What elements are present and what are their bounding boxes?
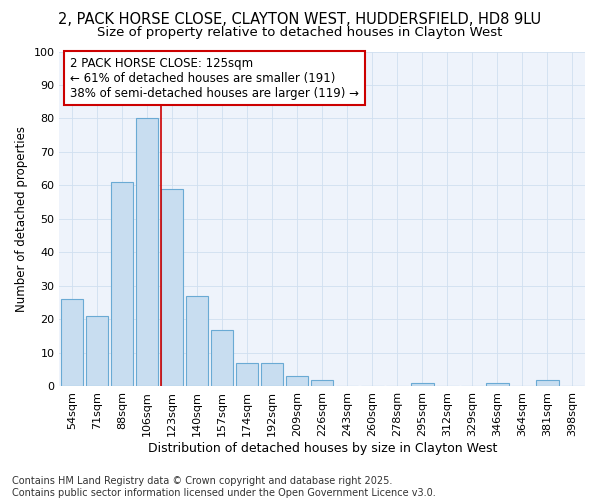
Text: 2 PACK HORSE CLOSE: 125sqm
← 61% of detached houses are smaller (191)
38% of sem: 2 PACK HORSE CLOSE: 125sqm ← 61% of deta… xyxy=(70,56,359,100)
Bar xyxy=(411,383,434,386)
Text: 2, PACK HORSE CLOSE, CLAYTON WEST, HUDDERSFIELD, HD8 9LU: 2, PACK HORSE CLOSE, CLAYTON WEST, HUDDE… xyxy=(58,12,542,28)
Bar xyxy=(86,316,108,386)
Bar xyxy=(211,330,233,386)
Bar xyxy=(311,380,334,386)
Bar xyxy=(286,376,308,386)
Bar xyxy=(186,296,208,386)
Bar xyxy=(536,380,559,386)
Bar xyxy=(136,118,158,386)
X-axis label: Distribution of detached houses by size in Clayton West: Distribution of detached houses by size … xyxy=(148,442,497,455)
Bar xyxy=(161,189,184,386)
Bar xyxy=(236,363,259,386)
Bar xyxy=(486,383,509,386)
Text: Size of property relative to detached houses in Clayton West: Size of property relative to detached ho… xyxy=(97,26,503,39)
Bar xyxy=(261,363,283,386)
Y-axis label: Number of detached properties: Number of detached properties xyxy=(15,126,28,312)
Bar xyxy=(61,300,83,386)
Text: Contains HM Land Registry data © Crown copyright and database right 2025.
Contai: Contains HM Land Registry data © Crown c… xyxy=(12,476,436,498)
Bar xyxy=(111,182,133,386)
